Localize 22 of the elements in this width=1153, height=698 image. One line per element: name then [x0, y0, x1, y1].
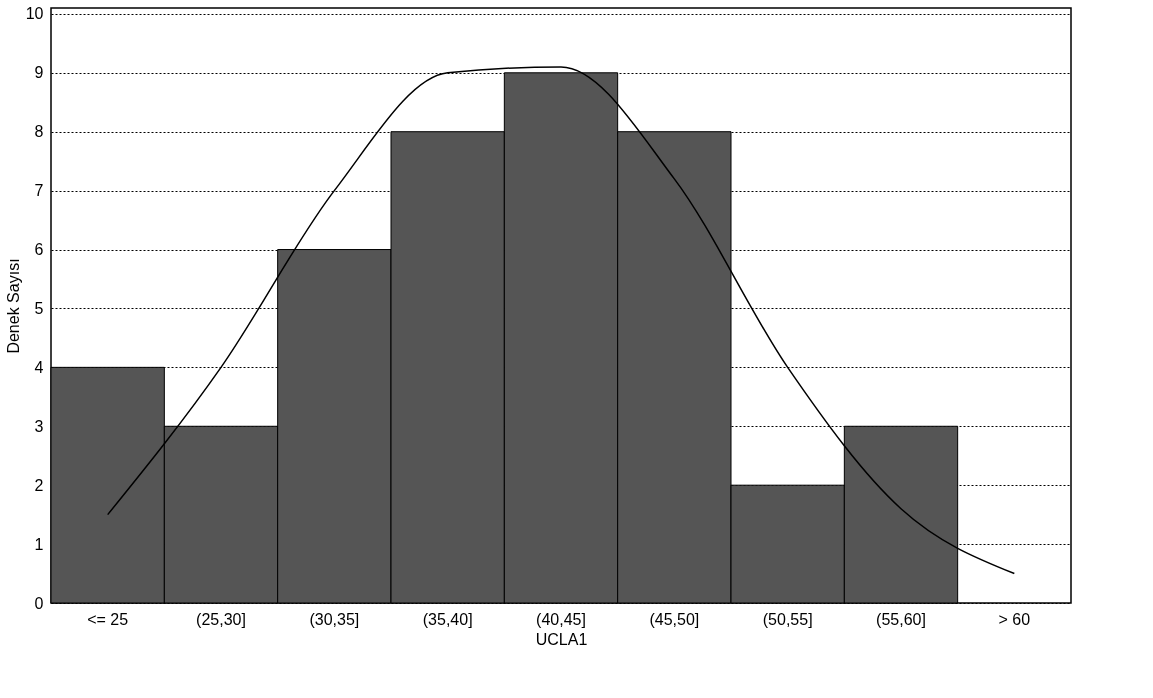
x-tick-label: (30,35]	[309, 610, 360, 628]
x-axis-title: UCLA1	[535, 630, 588, 648]
y-tick-label: 7	[34, 182, 44, 200]
y-axis-title: Denek Sayısı	[4, 258, 22, 354]
x-tick-label: > 60	[998, 610, 1031, 628]
y-tick-label: 1	[34, 535, 44, 553]
x-tick-label: (50,55]	[762, 610, 813, 628]
x-tick-label: (45,50]	[649, 610, 700, 628]
y-tick-label: 3	[34, 417, 44, 435]
x-tick-label: <= 25	[87, 610, 129, 628]
x-tick-label: (55,60]	[876, 610, 926, 628]
y-tick-label: 5	[34, 299, 44, 317]
y-tick-label: 2	[34, 476, 44, 494]
y-tick-label: 10	[25, 5, 44, 23]
x-tick-label: (35,40]	[422, 610, 473, 628]
y-tick-label: 6	[34, 241, 44, 259]
x-tick-label: (25,30]	[196, 610, 246, 628]
x-tick-label: (40,45]	[536, 610, 586, 628]
y-tick-label: 0	[34, 594, 44, 612]
y-tick-label: 4	[34, 358, 44, 376]
y-tick-label: 9	[34, 64, 44, 82]
y-tick-label: 8	[34, 123, 44, 141]
